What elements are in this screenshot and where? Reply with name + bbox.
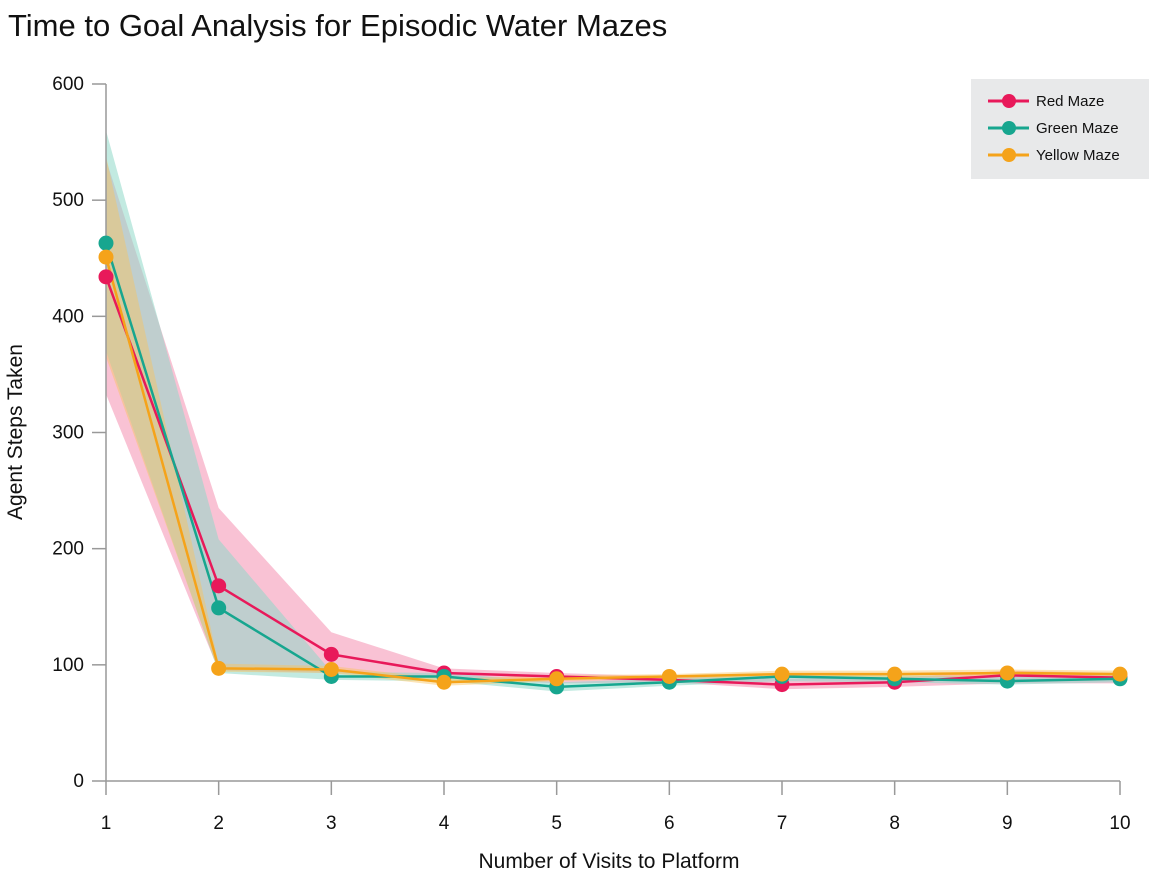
point-yellow-maze-8 — [887, 666, 903, 682]
x-tick-label-1: 1 — [101, 813, 112, 834]
point-yellow-maze-6 — [661, 668, 677, 684]
point-yellow-maze-7 — [774, 666, 790, 682]
legend-marker-yellow-maze — [1002, 148, 1016, 162]
y-tick-label-100: 100 — [52, 655, 84, 676]
y-tick-label-400: 400 — [52, 306, 84, 327]
band-yellow-maze — [106, 156, 1120, 686]
line-green-maze — [104, 242, 1121, 689]
y-tick-label-600: 600 — [52, 74, 84, 95]
point-green-maze-2 — [211, 600, 227, 616]
point-yellow-maze-10 — [1112, 666, 1128, 682]
x-tick-label-6: 6 — [664, 813, 675, 834]
point-yellow-maze-1 — [98, 249, 114, 265]
y-axis-title: Agent Steps Taken — [4, 344, 27, 520]
series-lines — [104, 242, 1121, 689]
x-tick-label-8: 8 — [889, 813, 900, 834]
legend-marker-green-maze — [1002, 121, 1016, 135]
legend-label-green-maze: Green Maze — [1036, 120, 1119, 137]
x-tick-label-9: 9 — [1002, 813, 1013, 834]
y-tick-label-0: 0 — [73, 771, 84, 792]
y-tick-label-200: 200 — [52, 539, 84, 560]
confidence-bands — [106, 130, 1120, 692]
legend-label-red-maze: Red Maze — [1036, 93, 1104, 110]
chart-title: Time to Goal Analysis for Episodic Water… — [8, 8, 667, 43]
point-yellow-maze-2 — [211, 660, 227, 676]
point-red-maze-2 — [211, 578, 227, 594]
legend-marker-red-maze — [1002, 94, 1016, 108]
axes: 0 100 200 300 400 500 600 1 2 3 4 5 6 7 8 9 10 — [52, 74, 1130, 834]
point-red-maze-1 — [98, 269, 114, 285]
x-tick-label-10: 10 — [1109, 813, 1130, 834]
x-axis-title: Number of Visits to Platform — [478, 850, 739, 873]
legend: Red Maze Green Maze Yellow Maze — [971, 79, 1149, 179]
y-tick-label-300: 300 — [52, 423, 84, 444]
point-red-maze-3 — [323, 646, 339, 662]
point-yellow-maze-4 — [436, 674, 452, 690]
x-tick-label-3: 3 — [326, 813, 337, 834]
x-tick-label-7: 7 — [777, 813, 788, 834]
x-tick-label-5: 5 — [551, 813, 562, 834]
band-green-maze — [106, 130, 1120, 692]
point-green-maze-1 — [98, 235, 114, 251]
point-yellow-maze-3 — [323, 661, 339, 677]
x-tick-label-2: 2 — [213, 813, 224, 834]
y-tick-label-500: 500 — [52, 190, 84, 211]
x-tick-label-4: 4 — [439, 813, 450, 834]
point-yellow-maze-5 — [549, 671, 565, 687]
line-yellow-maze — [104, 256, 1121, 684]
series-points — [98, 235, 1128, 695]
point-yellow-maze-9 — [999, 665, 1015, 681]
legend-label-yellow-maze: Yellow Maze — [1036, 147, 1120, 164]
